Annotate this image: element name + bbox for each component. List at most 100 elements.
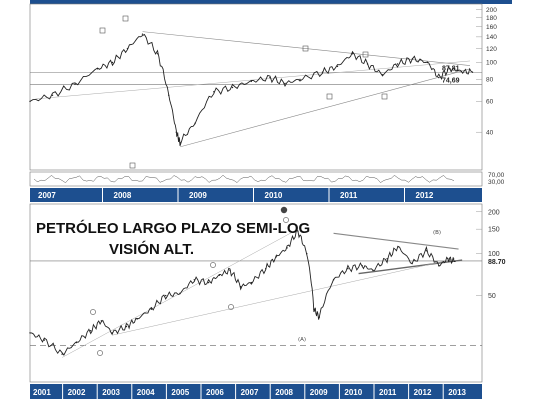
bottom-price-line-point	[125, 325, 128, 328]
bottom-year-label: 2007	[241, 388, 259, 397]
oscillator-tick-label: 30,00	[488, 179, 505, 186]
top-price-line-point	[29, 100, 31, 103]
top-price-line-point	[74, 83, 76, 86]
bottom-price-line-point	[347, 268, 349, 270]
bottom-price-line-point	[165, 294, 167, 297]
top-year-label: 2009	[189, 191, 207, 200]
bottom-year-label: 2004	[137, 388, 155, 397]
bottom-year-label: 2012	[414, 388, 432, 397]
top-price-line-point	[396, 63, 399, 65]
top-ytick-label: 60	[486, 99, 494, 106]
top-ytick-label: 180	[486, 15, 497, 22]
bottom-price-line-point	[43, 339, 45, 341]
wave-markers	[90, 15, 388, 356]
top-long-trendline	[35, 60, 471, 100]
top-price-line-point	[231, 86, 234, 89]
top-price-line-point	[471, 71, 474, 73]
top-price-line-point	[175, 131, 177, 133]
bottom-price-line-point	[111, 332, 113, 334]
top-ytick-label: 100	[486, 60, 497, 67]
bottom-ytick-label: 100	[488, 251, 500, 258]
bottom-price-line-point	[454, 260, 456, 263]
bottom-year-label: 2010	[344, 388, 362, 397]
bottom-price-line-point	[332, 279, 335, 281]
bottom-price-line-point	[397, 246, 399, 248]
bottom-year-label: 2008	[275, 388, 293, 397]
top-price-line-point	[321, 71, 324, 73]
bottom-ytick-label: 50	[488, 293, 496, 300]
bottom-price-line-point	[318, 316, 320, 318]
top-price-line-point	[351, 53, 354, 55]
bottom-ytick-label: 200	[488, 209, 500, 216]
top-level-label: 87,81	[442, 65, 460, 72]
top-price-line-point	[426, 61, 429, 64]
bottom-price-line-point	[411, 262, 413, 265]
bottom-price-line-point	[207, 281, 210, 284]
top-price-line-point	[179, 141, 181, 144]
top-price-line	[29, 33, 473, 146]
top-price-line-point	[51, 94, 54, 97]
bottom-price-line-point	[179, 292, 181, 294]
top-price-line-point	[141, 33, 144, 35]
bottom-price-line-point	[438, 265, 440, 267]
top-price-line-point	[156, 53, 159, 55]
top-price-line-point	[438, 76, 440, 79]
top-ytick-label: 120	[486, 46, 497, 53]
bottom-price-line-point	[90, 330, 92, 332]
oscillator-tick-label: 70,00	[488, 172, 505, 179]
wave-label-b: (B)	[433, 230, 441, 236]
bottom-level-label: 88.70	[488, 259, 506, 266]
bottom-price-line-point	[250, 281, 253, 284]
bottom-year-label: 2005	[171, 388, 189, 397]
top-support-trendline	[179, 68, 471, 148]
top-price-line-point	[336, 65, 339, 68]
top-price-line-point	[460, 70, 462, 73]
bottom-price-line-point	[229, 269, 231, 271]
bottom-price-line-point	[265, 268, 267, 270]
top-ytick-label: 40	[486, 129, 494, 136]
bottom-price-line-point	[193, 279, 195, 281]
bottom-price-line-point	[240, 286, 242, 288]
bottom-upper-channel-line	[333, 232, 459, 250]
bottom-price-line-point	[136, 318, 138, 320]
bottom-year-bar	[30, 384, 482, 399]
top-price-line-point	[269, 76, 271, 79]
top-price-line-point	[213, 91, 215, 93]
bottom-price-line-point	[447, 258, 449, 260]
bottom-year-label: 2006	[206, 388, 224, 397]
top-year-label: 2011	[340, 191, 358, 200]
bottom-year-label: 2002	[68, 388, 86, 397]
oscillator-frame	[29, 171, 483, 187]
bottom-year-label: 2013	[448, 388, 466, 397]
top-level-label: 74,69	[442, 78, 460, 85]
chart-subtitle: VISIÓN ALT.	[109, 240, 194, 258]
bottom-price-line-point	[372, 269, 374, 271]
wave-label-a: (A)	[298, 337, 306, 343]
bottom-price-line-point	[218, 274, 220, 276]
top-price-line-point	[194, 122, 196, 125]
top-header-bar	[30, 0, 512, 4]
top-price-line-point	[449, 68, 451, 70]
bottom-year-label: 2003	[102, 388, 120, 397]
bottom-price-line-point	[29, 332, 31, 334]
top-year-label: 2008	[114, 191, 132, 200]
bottom-plot-frame	[29, 203, 483, 383]
top-price-line-point	[126, 47, 129, 50]
chart-title: PETRÓLEO LARGO PLAZO SEMI-LOG	[36, 219, 310, 237]
bottom-price-line-point	[361, 265, 363, 267]
bottom-support-trendline	[112, 258, 456, 336]
top-price-line-point	[96, 68, 99, 70]
top-price-line-point	[284, 82, 286, 85]
bottom-ytick-label: 150	[488, 227, 500, 234]
bottom-price-line-point	[313, 308, 315, 310]
bottom-price-line-point	[425, 250, 428, 252]
top-ytick-label: 140	[486, 34, 497, 41]
bottom-price-line-point	[297, 230, 299, 232]
bottom-price-line-point	[306, 253, 308, 255]
top-year-bar	[30, 188, 482, 202]
top-ytick-label: 80	[486, 77, 494, 84]
top-price-line-point	[381, 74, 384, 76]
bottom-price-line-point	[150, 308, 153, 310]
bottom-price-line-point	[286, 247, 288, 249]
